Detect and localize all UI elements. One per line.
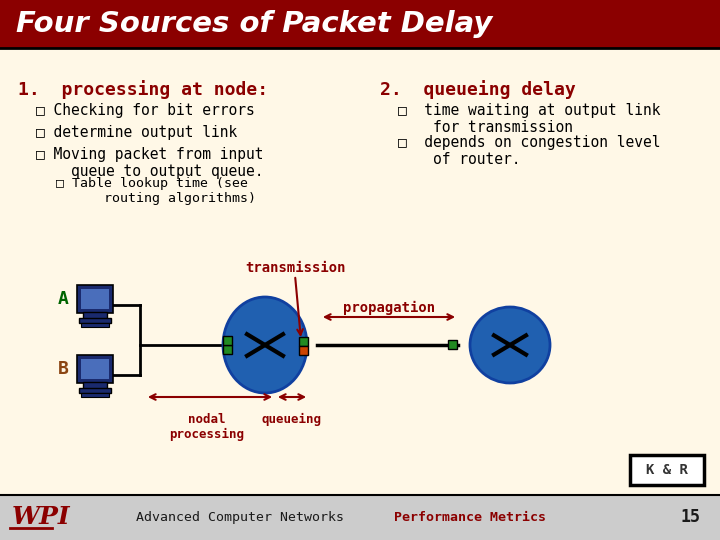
Bar <box>81 289 109 309</box>
Bar <box>83 312 107 319</box>
Text: Four Sources of Packet Delay: Four Sources of Packet Delay <box>16 10 492 38</box>
Text: WPI: WPI <box>12 505 71 530</box>
Bar <box>299 337 308 346</box>
Bar <box>223 336 232 345</box>
Text: K & R: K & R <box>646 463 688 477</box>
Text: 15: 15 <box>680 509 700 526</box>
Bar <box>0 495 720 540</box>
Text: □  depends on congestion level
    of router.: □ depends on congestion level of router. <box>398 135 660 167</box>
Text: □ determine output link: □ determine output link <box>36 125 238 140</box>
Text: 2.  queueing delay: 2. queueing delay <box>380 80 576 99</box>
Text: Advanced Computer Networks: Advanced Computer Networks <box>136 511 344 524</box>
Text: □  time waiting at output link
    for transmission: □ time waiting at output link for transm… <box>398 103 660 136</box>
Text: □ Checking for bit errors: □ Checking for bit errors <box>36 103 255 118</box>
Bar <box>223 345 232 354</box>
Text: queueing: queueing <box>262 413 322 426</box>
Text: nodal
processing: nodal processing <box>169 413 245 441</box>
Bar <box>81 323 109 327</box>
Bar <box>0 48 720 495</box>
Text: □ Table lookup time (see
      routing algorithms): □ Table lookup time (see routing algorit… <box>56 177 256 205</box>
Text: Performance Metrics: Performance Metrics <box>394 511 546 524</box>
Bar <box>448 340 457 349</box>
Text: propagation: propagation <box>343 301 435 315</box>
Text: B: B <box>58 360 68 378</box>
Text: □ Moving packet from input
    queue to output queue.: □ Moving packet from input queue to outp… <box>36 147 264 179</box>
Bar <box>81 393 109 397</box>
Bar <box>77 355 113 383</box>
Bar <box>299 346 308 355</box>
Ellipse shape <box>470 307 550 383</box>
Text: 1.  processing at node:: 1. processing at node: <box>18 80 268 99</box>
Text: transmission: transmission <box>245 261 346 275</box>
Ellipse shape <box>223 297 307 393</box>
Bar <box>81 359 109 379</box>
Bar <box>79 318 111 323</box>
Bar <box>83 382 107 389</box>
Bar <box>77 285 113 313</box>
Bar <box>0 0 720 48</box>
Bar <box>630 455 704 485</box>
Bar <box>79 388 111 393</box>
Text: A: A <box>58 290 68 308</box>
